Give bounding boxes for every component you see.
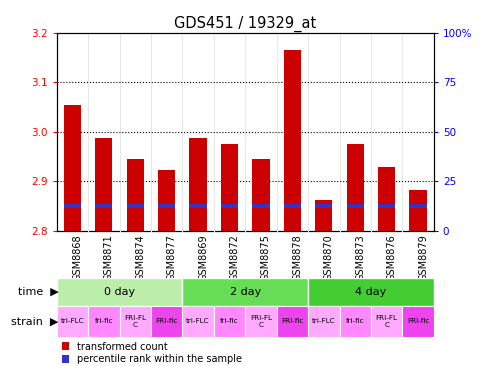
Bar xyxy=(158,170,176,231)
Text: GSM8879: GSM8879 xyxy=(418,234,428,281)
Bar xyxy=(340,306,371,337)
Bar xyxy=(245,306,277,337)
Text: GSM8873: GSM8873 xyxy=(355,234,365,281)
Bar xyxy=(64,105,81,231)
Bar xyxy=(64,204,81,208)
Bar xyxy=(371,306,402,337)
Text: strain  ▶: strain ▶ xyxy=(11,316,58,326)
Text: FRI-FL
C: FRI-FL C xyxy=(250,315,272,328)
Legend: transformed count, percentile rank within the sample: transformed count, percentile rank withi… xyxy=(62,341,242,365)
Bar xyxy=(347,204,364,208)
Text: fri-flc: fri-flc xyxy=(346,318,365,324)
Text: FRI-FL
C: FRI-FL C xyxy=(124,315,146,328)
Bar xyxy=(252,159,270,231)
Text: FRI-flc: FRI-flc xyxy=(281,318,304,324)
Bar xyxy=(402,306,434,337)
Bar xyxy=(182,306,214,337)
Text: tri-FLC: tri-FLC xyxy=(61,318,84,324)
Bar xyxy=(88,306,119,337)
Text: GSM8876: GSM8876 xyxy=(387,234,397,281)
Text: GSM8878: GSM8878 xyxy=(292,234,302,281)
Text: GSM8870: GSM8870 xyxy=(324,234,334,281)
Title: GDS451 / 19329_at: GDS451 / 19329_at xyxy=(174,15,317,31)
Text: GSM8868: GSM8868 xyxy=(72,234,82,281)
Bar xyxy=(284,204,301,208)
Text: 4 day: 4 day xyxy=(355,287,387,297)
Bar xyxy=(308,278,434,306)
Bar xyxy=(410,204,427,208)
Bar xyxy=(95,138,112,231)
Bar xyxy=(347,144,364,231)
Bar xyxy=(378,204,395,208)
Bar xyxy=(378,167,395,231)
Bar xyxy=(182,278,308,306)
Bar xyxy=(315,204,332,208)
Bar xyxy=(221,204,238,208)
Bar xyxy=(57,306,88,337)
Bar xyxy=(308,306,340,337)
Bar xyxy=(252,204,270,208)
Text: GSM8869: GSM8869 xyxy=(198,234,208,281)
Bar xyxy=(189,138,207,231)
Text: fri-flc: fri-flc xyxy=(95,318,113,324)
Text: FRI-FL
C: FRI-FL C xyxy=(376,315,398,328)
Text: fri-flc: fri-flc xyxy=(220,318,239,324)
Text: time  ▶: time ▶ xyxy=(18,287,58,297)
Bar xyxy=(277,306,308,337)
Bar xyxy=(284,50,301,231)
Text: GSM8877: GSM8877 xyxy=(167,234,176,281)
Bar xyxy=(214,306,246,337)
Text: 2 day: 2 day xyxy=(230,287,261,297)
Bar xyxy=(57,278,182,306)
Text: FRI-flc: FRI-flc xyxy=(155,318,178,324)
Bar xyxy=(158,204,176,208)
Text: GSM8875: GSM8875 xyxy=(261,234,271,281)
Bar xyxy=(410,190,427,231)
Bar xyxy=(221,144,238,231)
Text: FRI-flc: FRI-flc xyxy=(407,318,429,324)
Text: GSM8871: GSM8871 xyxy=(104,234,114,281)
Text: GSM8872: GSM8872 xyxy=(230,234,240,281)
Bar xyxy=(127,159,144,231)
Bar xyxy=(95,204,112,208)
Text: tri-FLC: tri-FLC xyxy=(312,318,336,324)
Bar xyxy=(189,204,207,208)
Text: tri-FLC: tri-FLC xyxy=(186,318,210,324)
Text: 0 day: 0 day xyxy=(104,287,135,297)
Text: GSM8874: GSM8874 xyxy=(135,234,145,281)
Bar xyxy=(119,306,151,337)
Bar xyxy=(127,204,144,208)
Bar xyxy=(151,306,182,337)
Bar xyxy=(315,200,332,231)
